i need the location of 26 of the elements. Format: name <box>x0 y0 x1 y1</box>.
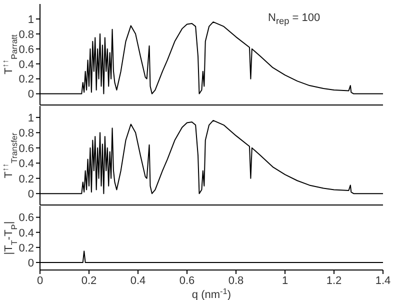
x-axis-title: q (nm$^{-1}$) <box>192 286 232 300</box>
y-tick-label: 1 <box>28 112 34 124</box>
y-tick-label: 0.4 <box>18 158 34 170</box>
y-tick-label: 0.8 <box>18 128 34 140</box>
y-tick-label: 0.2 <box>18 173 34 186</box>
x-tick-label: 0.8 <box>228 274 244 287</box>
x-tick-label: 0 <box>36 274 44 287</box>
y-tick-label: 0.4 <box>18 58 34 71</box>
y-tick-label: 0.2 <box>18 242 34 254</box>
x-tick-label: 0.6 <box>179 274 195 287</box>
x-tick-label: 1 <box>282 274 288 287</box>
x-tick-label: 1.2 <box>326 274 342 287</box>
y-tick-label: 0.6 <box>18 44 34 56</box>
y-tick-label: 0.6 <box>18 142 34 155</box>
annotation: N$_{rep}$ = 100 <box>268 12 320 26</box>
y-tick-label: 0 <box>28 188 34 200</box>
y-tick-label: 0 <box>28 257 34 270</box>
x-tick-label: 0.4 <box>130 274 146 287</box>
y-tick-label: 0.4 <box>18 227 34 240</box>
y-tick-label: 0 <box>28 88 34 101</box>
y-tick-label: 0.6 <box>18 212 34 224</box>
x-tick-label: 0.2 <box>81 274 97 287</box>
y-tick-label: 0.8 <box>18 28 34 41</box>
y-tick-label: 0.2 <box>18 74 34 86</box>
y-tick-label: 1 <box>28 14 34 26</box>
x-tick-label: 1.4 <box>375 274 391 287</box>
